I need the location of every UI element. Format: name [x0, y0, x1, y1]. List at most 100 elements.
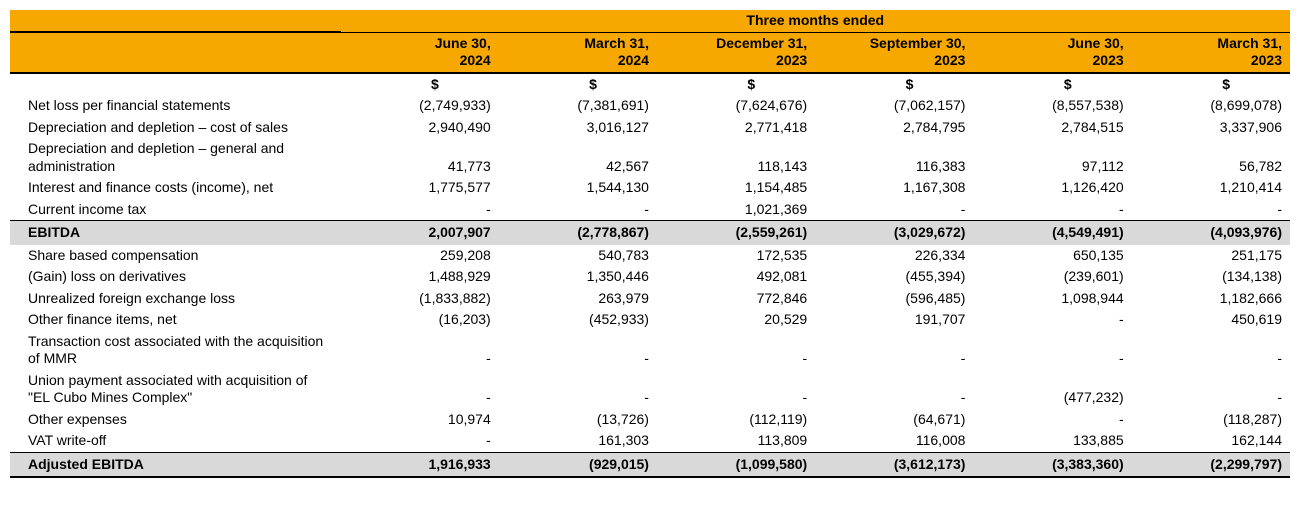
cell-value: (7,624,676)	[657, 95, 815, 117]
subtotal-value: (2,778,867)	[499, 221, 657, 245]
cell-value: 2,771,418	[657, 117, 815, 139]
cell-value: 492,081	[657, 266, 815, 288]
cell-value: (8,557,538)	[973, 95, 1131, 117]
cell-value: 2,784,795	[815, 117, 973, 139]
cell-value: (118,287)	[1132, 409, 1290, 431]
subtotal-value: (929,015)	[499, 452, 657, 477]
subtotal-value: (4,093,976)	[1132, 221, 1290, 245]
column-header-3: September 30,2023	[815, 32, 973, 73]
row-label: (Gain) loss on derivatives	[10, 266, 341, 288]
cell-value: 10,974	[341, 409, 499, 431]
subtotal-value: (2,559,261)	[657, 221, 815, 245]
cell-value: -	[973, 309, 1131, 331]
cell-value: (8,699,078)	[1132, 95, 1290, 117]
subtotal-value: 1,916,933	[341, 452, 499, 477]
row-label: Depreciation and depletion – general and…	[10, 138, 341, 177]
row-label: Share based compensation	[10, 245, 341, 267]
currency-symbol: $	[657, 73, 815, 96]
cell-value: -	[1132, 331, 1290, 370]
cell-value: 118,143	[657, 138, 815, 177]
cell-value: (134,138)	[1132, 266, 1290, 288]
cell-value: (455,394)	[815, 266, 973, 288]
row-label: Interest and finance costs (income), net	[10, 177, 341, 199]
cell-value: 116,008	[815, 430, 973, 452]
cell-value: 133,885	[973, 430, 1131, 452]
row-label: Net loss per financial statements	[10, 95, 341, 117]
column-header-0: June 30,2024	[341, 32, 499, 73]
cell-value: -	[1132, 370, 1290, 409]
cell-value: 263,979	[499, 288, 657, 310]
subtotal-value: (4,549,491)	[973, 221, 1131, 245]
cell-value: -	[341, 199, 499, 221]
cell-value: 42,567	[499, 138, 657, 177]
cell-value: 162,144	[1132, 430, 1290, 452]
cell-value: 1,210,414	[1132, 177, 1290, 199]
cell-value: (1,833,882)	[341, 288, 499, 310]
cell-value: 259,208	[341, 245, 499, 267]
cell-value: 450,619	[1132, 309, 1290, 331]
cell-value: 1,021,369	[657, 199, 815, 221]
cell-value: 1,775,577	[341, 177, 499, 199]
cell-value: 161,303	[499, 430, 657, 452]
subtotal-label: Adjusted EBITDA	[10, 452, 341, 477]
cell-value: -	[499, 331, 657, 370]
cell-value: 3,337,906	[1132, 117, 1290, 139]
cell-value: (64,671)	[815, 409, 973, 431]
super-header: Three months ended	[341, 10, 1291, 32]
cell-value: -	[815, 370, 973, 409]
cell-value: 251,175	[1132, 245, 1290, 267]
column-header-2: December 31,2023	[657, 32, 815, 73]
cell-value: 3,016,127	[499, 117, 657, 139]
cell-value: (452,933)	[499, 309, 657, 331]
cell-value: 116,383	[815, 138, 973, 177]
currency-symbol: $	[1132, 73, 1290, 96]
row-label: Unrealized foreign exchange loss	[10, 288, 341, 310]
cell-value: 650,135	[973, 245, 1131, 267]
row-label: VAT write-off	[10, 430, 341, 452]
row-label: Other finance items, net	[10, 309, 341, 331]
currency-symbol: $	[499, 73, 657, 96]
cell-value: -	[1132, 199, 1290, 221]
cell-value: 1,350,446	[499, 266, 657, 288]
cell-value: -	[815, 199, 973, 221]
subtotal-value: (3,612,173)	[815, 452, 973, 477]
cell-value: -	[341, 370, 499, 409]
cell-value: (2,749,933)	[341, 95, 499, 117]
cell-value: -	[815, 331, 973, 370]
cell-value: (477,232)	[973, 370, 1131, 409]
column-header-1: March 31,2024	[499, 32, 657, 73]
cell-value: (7,381,691)	[499, 95, 657, 117]
subtotal-value: (1,099,580)	[657, 452, 815, 477]
cell-value: 2,940,490	[341, 117, 499, 139]
cell-value: (239,601)	[973, 266, 1131, 288]
cell-value: (596,485)	[815, 288, 973, 310]
subtotal-value: 2,007,907	[341, 221, 499, 245]
column-header-4: June 30,2023	[973, 32, 1131, 73]
cell-value: 1,167,308	[815, 177, 973, 199]
cell-value: 20,529	[657, 309, 815, 331]
cell-value: 1,154,485	[657, 177, 815, 199]
cell-value: (13,726)	[499, 409, 657, 431]
cell-value: -	[657, 370, 815, 409]
currency-symbol: $	[815, 73, 973, 96]
cell-value: 113,809	[657, 430, 815, 452]
cell-value: 1,544,130	[499, 177, 657, 199]
cell-value: (16,203)	[341, 309, 499, 331]
cell-value: -	[973, 199, 1131, 221]
row-label: Depreciation and depletion – cost of sal…	[10, 117, 341, 139]
cell-value: -	[973, 409, 1131, 431]
cell-value: 1,488,929	[341, 266, 499, 288]
currency-symbol: $	[973, 73, 1131, 96]
row-label: Other expenses	[10, 409, 341, 431]
cell-value: -	[341, 331, 499, 370]
subtotal-value: (3,383,360)	[973, 452, 1131, 477]
cell-value: 56,782	[1132, 138, 1290, 177]
cell-value: 1,126,420	[973, 177, 1131, 199]
column-header-5: March 31,2023	[1132, 32, 1290, 73]
cell-value: -	[499, 199, 657, 221]
cell-value: (112,119)	[657, 409, 815, 431]
cell-value: 97,112	[973, 138, 1131, 177]
subtotal-value: (2,299,797)	[1132, 452, 1290, 477]
row-label: Union payment associated with acquisitio…	[10, 370, 341, 409]
cell-value: -	[657, 331, 815, 370]
